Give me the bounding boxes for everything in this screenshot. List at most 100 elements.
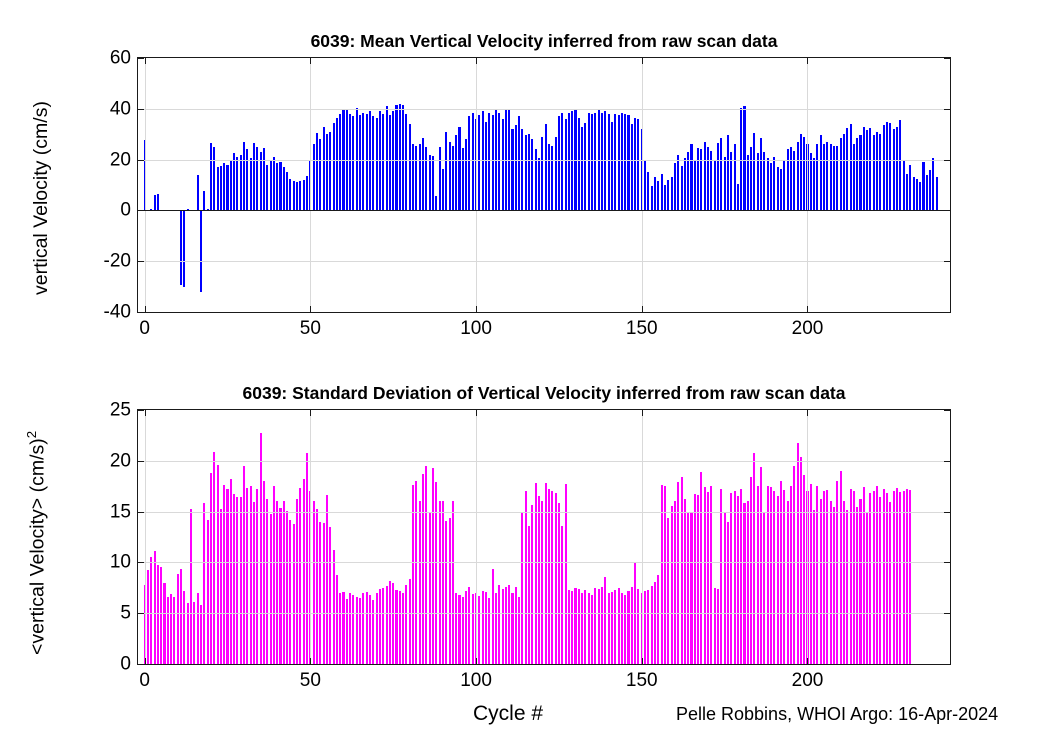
- mean-velocity-bar: [266, 164, 269, 211]
- mean-velocity-bar: [312, 144, 315, 211]
- mean-velocity-bar: [362, 112, 365, 211]
- mean-velocity-axes: 6039: Mean Vertical Velocity inferred fr…: [104, 31, 951, 338]
- std-velocity-bar: [607, 592, 610, 664]
- std-velocity-bar: [673, 501, 676, 664]
- std-velocity-bar: [544, 483, 547, 664]
- std-velocity-bar: [690, 512, 693, 664]
- mean-velocity-bar: [491, 115, 494, 211]
- mean-velocity-bar: [587, 112, 590, 211]
- std-velocity-bar: [491, 568, 494, 664]
- mean-velocity-bar: [832, 145, 836, 211]
- std-velocity-bar: [296, 499, 299, 664]
- std-velocity-bar: [859, 499, 862, 664]
- mean-velocity-bar: [246, 149, 249, 211]
- y-gridline: [138, 261, 950, 263]
- std-velocity-bar: [402, 592, 405, 664]
- std-velocity-bar: [909, 490, 912, 664]
- mean-velocity-bar: [789, 146, 792, 211]
- std-velocity-bar: [398, 590, 401, 664]
- x-tick: [144, 658, 146, 664]
- mean-velocity-bar: [183, 210, 186, 287]
- std-velocity-bar: [299, 488, 302, 664]
- mean-velocity-bar: [451, 145, 454, 211]
- std-velocity-bar: [494, 592, 497, 664]
- std-velocity-bar: [233, 494, 236, 664]
- std-velocity-bar: [246, 488, 249, 664]
- mean-velocity-bar: [670, 177, 673, 211]
- mean-velocity-bar: [567, 112, 570, 211]
- mean-velocity-bar: [846, 127, 849, 211]
- mean-velocity-bar: [518, 116, 521, 211]
- x-tick: [310, 658, 312, 664]
- y-tick-label: 10: [109, 551, 131, 573]
- std-velocity-bar: [703, 487, 706, 664]
- std-velocity-bar: [743, 503, 746, 664]
- std-velocity-bar: [349, 592, 352, 664]
- std-velocity-bar: [630, 586, 633, 664]
- x-tick-label: 150: [625, 670, 658, 691]
- std-velocity-bar: [282, 501, 285, 664]
- mean-velocity-bar: [614, 113, 617, 211]
- y-tick-label: 20: [109, 450, 131, 472]
- std-velocity-bar: [412, 485, 415, 664]
- mean-velocity-bar: [912, 177, 915, 211]
- std-velocity-bar: [176, 573, 179, 664]
- std-velocity-bar: [441, 501, 444, 664]
- x-gridline: [476, 410, 478, 664]
- mean-velocity-bar: [776, 167, 779, 211]
- x-tick: [641, 658, 643, 664]
- mean-velocity-bar: [836, 145, 839, 211]
- mean-velocity-bar: [219, 165, 222, 211]
- mean-velocity-bar: [252, 143, 256, 211]
- std-velocity-bar: [594, 587, 597, 664]
- mean-velocity-bar: [349, 113, 352, 211]
- mean-velocity-bar: [435, 196, 438, 211]
- std-velocity-bar: [458, 594, 461, 664]
- std-velocity-bar: [538, 496, 541, 664]
- std-velocity-bar: [723, 511, 726, 664]
- std-velocity-bar: [468, 586, 471, 664]
- std-velocity-bar: [852, 491, 855, 664]
- mean-velocity-bar: [707, 146, 710, 211]
- mean-velocity-bar: [753, 132, 756, 211]
- std-velocity-bar: [746, 501, 749, 664]
- std-velocity-bar: [385, 585, 388, 664]
- mean-velocity-bar: [720, 138, 723, 211]
- std-velocity-bar: [683, 499, 686, 664]
- std-velocity-bar: [312, 501, 315, 664]
- std-velocity-bar: [564, 484, 567, 664]
- std-velocity-bar: [428, 511, 431, 664]
- std-velocity-bar: [813, 509, 816, 664]
- std-velocity-bar: [524, 491, 527, 664]
- mean-velocity-bar: [716, 143, 720, 211]
- std-velocity-bar: [368, 594, 372, 664]
- mean-velocity-bar: [269, 160, 272, 211]
- std-velocity-bar: [306, 452, 309, 664]
- mean-velocity-bar: [438, 146, 441, 211]
- std-velocity-bar: [319, 521, 322, 664]
- mean-velocity-bar: [925, 174, 928, 211]
- mean-velocity-bar: [750, 146, 753, 211]
- std-velocity-bar: [551, 491, 554, 664]
- x-gridline: [476, 58, 478, 312]
- std-velocity-bar: [286, 510, 289, 664]
- mean-velocity-bar: [375, 117, 378, 211]
- mean-velocity-bar: [594, 112, 597, 211]
- std-velocity-bar: [581, 592, 584, 664]
- std-velocity-bar: [395, 589, 398, 664]
- y-tick: [138, 410, 144, 411]
- mean-velocity-bar: [272, 157, 275, 211]
- mean-velocity-bar: [604, 111, 607, 211]
- mean-velocity-bar: [663, 185, 666, 211]
- mean-velocity-bar: [803, 136, 806, 211]
- std-velocity-bar: [365, 591, 368, 664]
- mean-velocity-bar: [793, 150, 796, 211]
- mean-velocity-bar: [378, 111, 381, 211]
- mean-velocity-bar: [571, 111, 574, 211]
- std-velocity-bar: [528, 525, 531, 664]
- y-tick-label: 5: [120, 602, 131, 624]
- std-velocity-bar: [339, 592, 342, 664]
- std-velocity-bar: [839, 470, 842, 664]
- x-tick: [144, 306, 146, 312]
- std-velocity-bar: [806, 491, 809, 664]
